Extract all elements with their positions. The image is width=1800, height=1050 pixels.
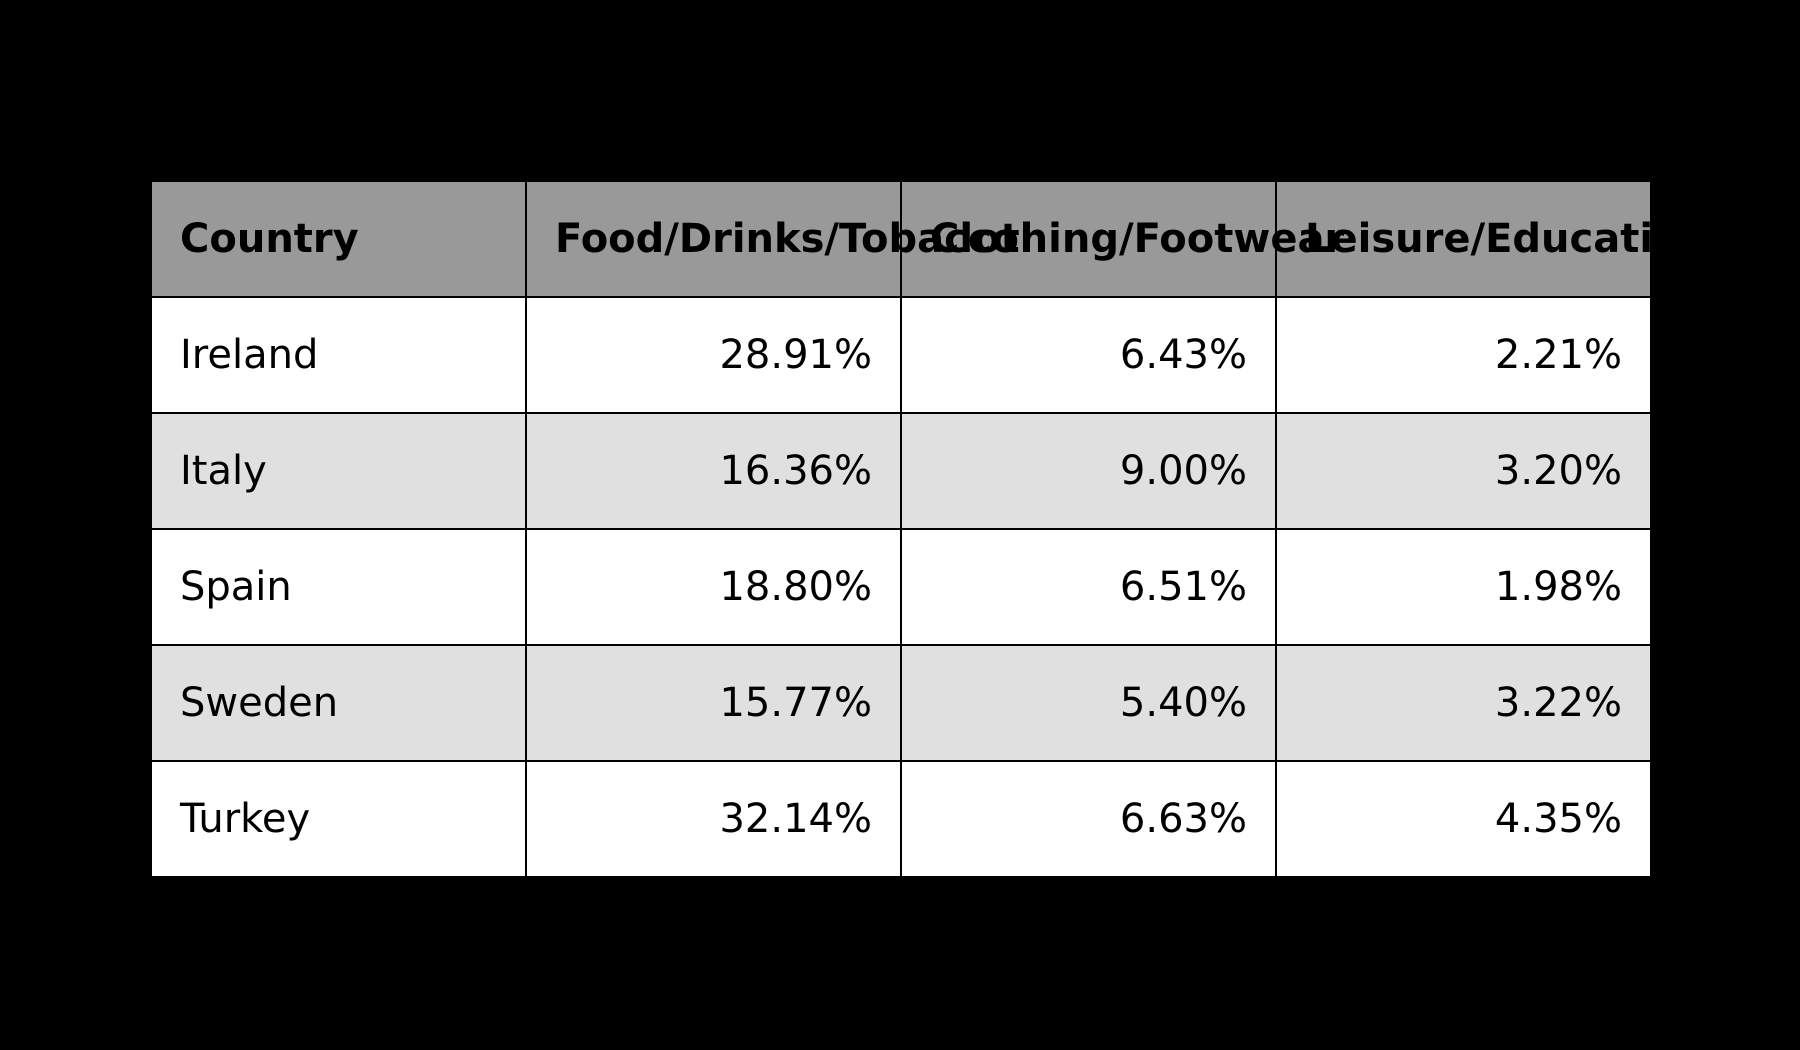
- header-cell-leisure-education: Leisure/Education: [1275, 180, 1709, 298]
- table-row: Sweden 15.77% 5.40% 3.22%: [150, 644, 1652, 762]
- value-cell: 3.20%: [1275, 412, 1652, 530]
- header-row: Country Food/Drinks/Tobacco Clothing/Foo…: [150, 180, 1709, 298]
- value-cell: 18.80%: [525, 528, 902, 646]
- header-cell-food-drinks-tobacco: Food/Drinks/Tobacco: [525, 180, 1019, 298]
- table-row: Ireland 28.91% 6.43% 2.21%: [150, 296, 1652, 414]
- value-cell: 32.14%: [525, 760, 902, 878]
- country-cell: Italy: [150, 412, 527, 530]
- value-cell: 2.21%: [1275, 296, 1652, 414]
- value-cell: 4.35%: [1275, 760, 1652, 878]
- country-cell: Spain: [150, 528, 527, 646]
- country-cell: Ireland: [150, 296, 527, 414]
- data-table: Country Food/Drinks/Tobacco Clothing/Foo…: [150, 180, 1709, 878]
- value-cell: 28.91%: [525, 296, 902, 414]
- value-cell: 5.40%: [900, 644, 1277, 762]
- value-cell: 6.63%: [900, 760, 1277, 878]
- value-cell: 9.00%: [900, 412, 1277, 530]
- table-row: Turkey 32.14% 6.63% 4.35%: [150, 760, 1652, 878]
- country-cell: Sweden: [150, 644, 527, 762]
- value-cell: 15.77%: [525, 644, 902, 762]
- value-cell: 3.22%: [1275, 644, 1652, 762]
- header-cell-country: Country: [150, 180, 527, 298]
- table-row: Spain 18.80% 6.51% 1.98%: [150, 528, 1652, 646]
- country-cell: Turkey: [150, 760, 527, 878]
- value-cell: 1.98%: [1275, 528, 1652, 646]
- value-cell: 16.36%: [525, 412, 902, 530]
- value-cell: 6.43%: [900, 296, 1277, 414]
- table-row: Italy 16.36% 9.00% 3.20%: [150, 412, 1652, 530]
- value-cell: 6.51%: [900, 528, 1277, 646]
- header-cell-clothing-footwear: Clothing/Footwear: [900, 180, 1344, 298]
